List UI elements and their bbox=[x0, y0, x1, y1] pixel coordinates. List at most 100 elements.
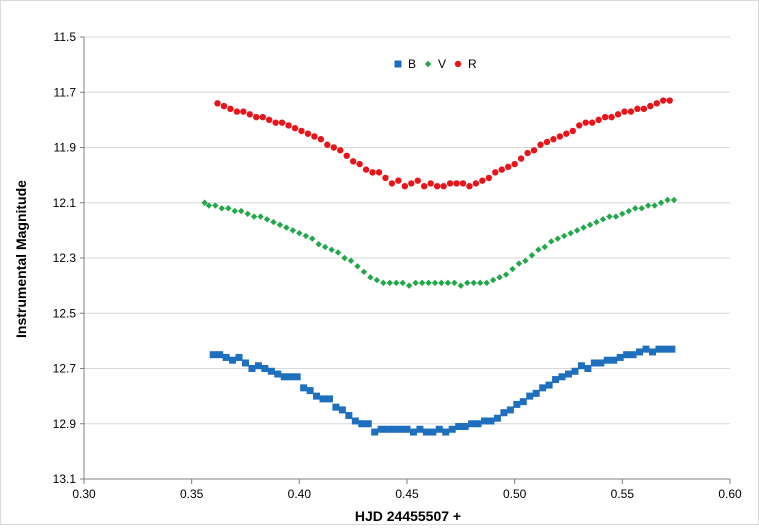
data-point-R bbox=[511, 160, 518, 168]
data-point-V bbox=[548, 238, 555, 245]
data-point-R bbox=[265, 116, 273, 124]
data-point-V bbox=[651, 202, 658, 209]
data-point-B bbox=[623, 351, 631, 359]
data-point-B bbox=[668, 345, 676, 353]
legend-marker-B bbox=[394, 60, 402, 68]
data-point-V bbox=[347, 257, 355, 264]
data-point-V bbox=[502, 271, 510, 278]
data-point-B bbox=[287, 373, 295, 381]
data-point-B bbox=[280, 373, 288, 381]
y-axis-label: Instrumental Magnitude bbox=[13, 180, 29, 338]
x-tick-label: 0.35 bbox=[180, 487, 204, 501]
data-point-B bbox=[390, 425, 398, 433]
data-point-R bbox=[246, 111, 254, 118]
data-point-R bbox=[240, 108, 247, 115]
data-point-V bbox=[509, 265, 516, 273]
data-point-V bbox=[289, 227, 297, 234]
y-tick-label: 13.1 bbox=[53, 472, 77, 486]
data-point-R bbox=[369, 169, 376, 176]
y-tick-label: 12.7 bbox=[53, 362, 77, 376]
data-point-R bbox=[498, 166, 505, 173]
data-point-B bbox=[216, 351, 224, 359]
data-point-V bbox=[625, 207, 632, 215]
data-point-B bbox=[422, 428, 430, 436]
legend-marker-R bbox=[454, 60, 462, 68]
data-point-V bbox=[250, 213, 258, 220]
x-tick-label: 0.45 bbox=[395, 487, 419, 501]
data-point-R bbox=[647, 102, 654, 110]
data-point-B bbox=[267, 367, 275, 375]
data-point-B bbox=[416, 425, 424, 433]
data-point-B bbox=[429, 428, 437, 436]
data-point-B bbox=[358, 420, 366, 428]
data-point-V bbox=[670, 196, 678, 204]
data-point-B bbox=[254, 362, 262, 370]
data-point-V bbox=[470, 279, 477, 287]
data-point-V bbox=[399, 279, 406, 287]
x-tick-label: 0.50 bbox=[503, 487, 527, 501]
data-point-B bbox=[506, 406, 514, 414]
data-point-V bbox=[263, 216, 271, 223]
legend-label-B: B bbox=[408, 57, 416, 71]
data-point-V bbox=[528, 252, 536, 259]
data-point-V bbox=[212, 202, 219, 209]
data-point-V bbox=[664, 196, 671, 204]
data-point-V bbox=[573, 227, 581, 234]
data-point-R bbox=[608, 113, 615, 121]
x-tick-label: 0.30 bbox=[72, 487, 96, 501]
data-point-R bbox=[595, 116, 602, 124]
data-point-R bbox=[330, 144, 337, 151]
data-point-B bbox=[487, 417, 495, 425]
data-point-V bbox=[619, 210, 626, 217]
data-point-V bbox=[321, 243, 329, 251]
data-point-V bbox=[205, 202, 213, 209]
series-layer bbox=[201, 97, 678, 436]
data-point-R bbox=[337, 147, 344, 154]
data-point-R bbox=[453, 180, 460, 187]
data-point-V bbox=[599, 216, 607, 223]
data-point-R bbox=[492, 169, 499, 176]
data-point-R bbox=[660, 97, 667, 104]
data-point-B bbox=[577, 362, 585, 370]
data-point-V bbox=[567, 229, 574, 237]
data-point-B bbox=[481, 417, 489, 425]
data-point-B bbox=[332, 403, 340, 411]
data-point-V bbox=[554, 235, 561, 242]
data-point-V bbox=[334, 249, 342, 256]
data-point-R bbox=[427, 180, 434, 187]
axes: 11.5 11.7 11.9 12.1 12.3 12.5 12.7 12.9 13.10.30… bbox=[53, 30, 742, 501]
data-point-B bbox=[235, 353, 243, 361]
data-point-B bbox=[345, 411, 353, 419]
data-point-V bbox=[541, 243, 549, 251]
data-point-R bbox=[349, 158, 357, 165]
data-point-R bbox=[634, 105, 641, 113]
data-point-V bbox=[412, 279, 419, 287]
x-tick-label: 0.55 bbox=[611, 487, 635, 501]
data-point-V bbox=[431, 279, 439, 287]
data-point-V bbox=[560, 232, 568, 240]
data-point-B bbox=[603, 356, 611, 364]
data-point-R bbox=[524, 149, 531, 157]
data-point-B bbox=[384, 425, 392, 433]
data-point-B bbox=[500, 409, 508, 417]
data-point-R bbox=[401, 182, 409, 190]
data-point-B bbox=[558, 373, 566, 381]
data-point-V bbox=[464, 279, 471, 287]
data-point-R bbox=[640, 105, 648, 113]
data-point-B bbox=[539, 384, 547, 392]
data-point-R bbox=[356, 160, 363, 168]
data-point-R bbox=[220, 102, 228, 110]
data-point-B bbox=[468, 420, 476, 428]
data-point-R bbox=[614, 111, 622, 118]
data-point-B bbox=[610, 356, 618, 364]
data-point-V bbox=[380, 279, 387, 287]
data-point-V bbox=[237, 207, 245, 215]
data-point-B bbox=[338, 406, 346, 414]
data-point-V bbox=[657, 199, 665, 206]
data-point-R bbox=[272, 119, 279, 126]
data-point-B bbox=[261, 365, 269, 372]
data-point-R bbox=[582, 119, 589, 126]
data-point-B bbox=[513, 400, 521, 408]
